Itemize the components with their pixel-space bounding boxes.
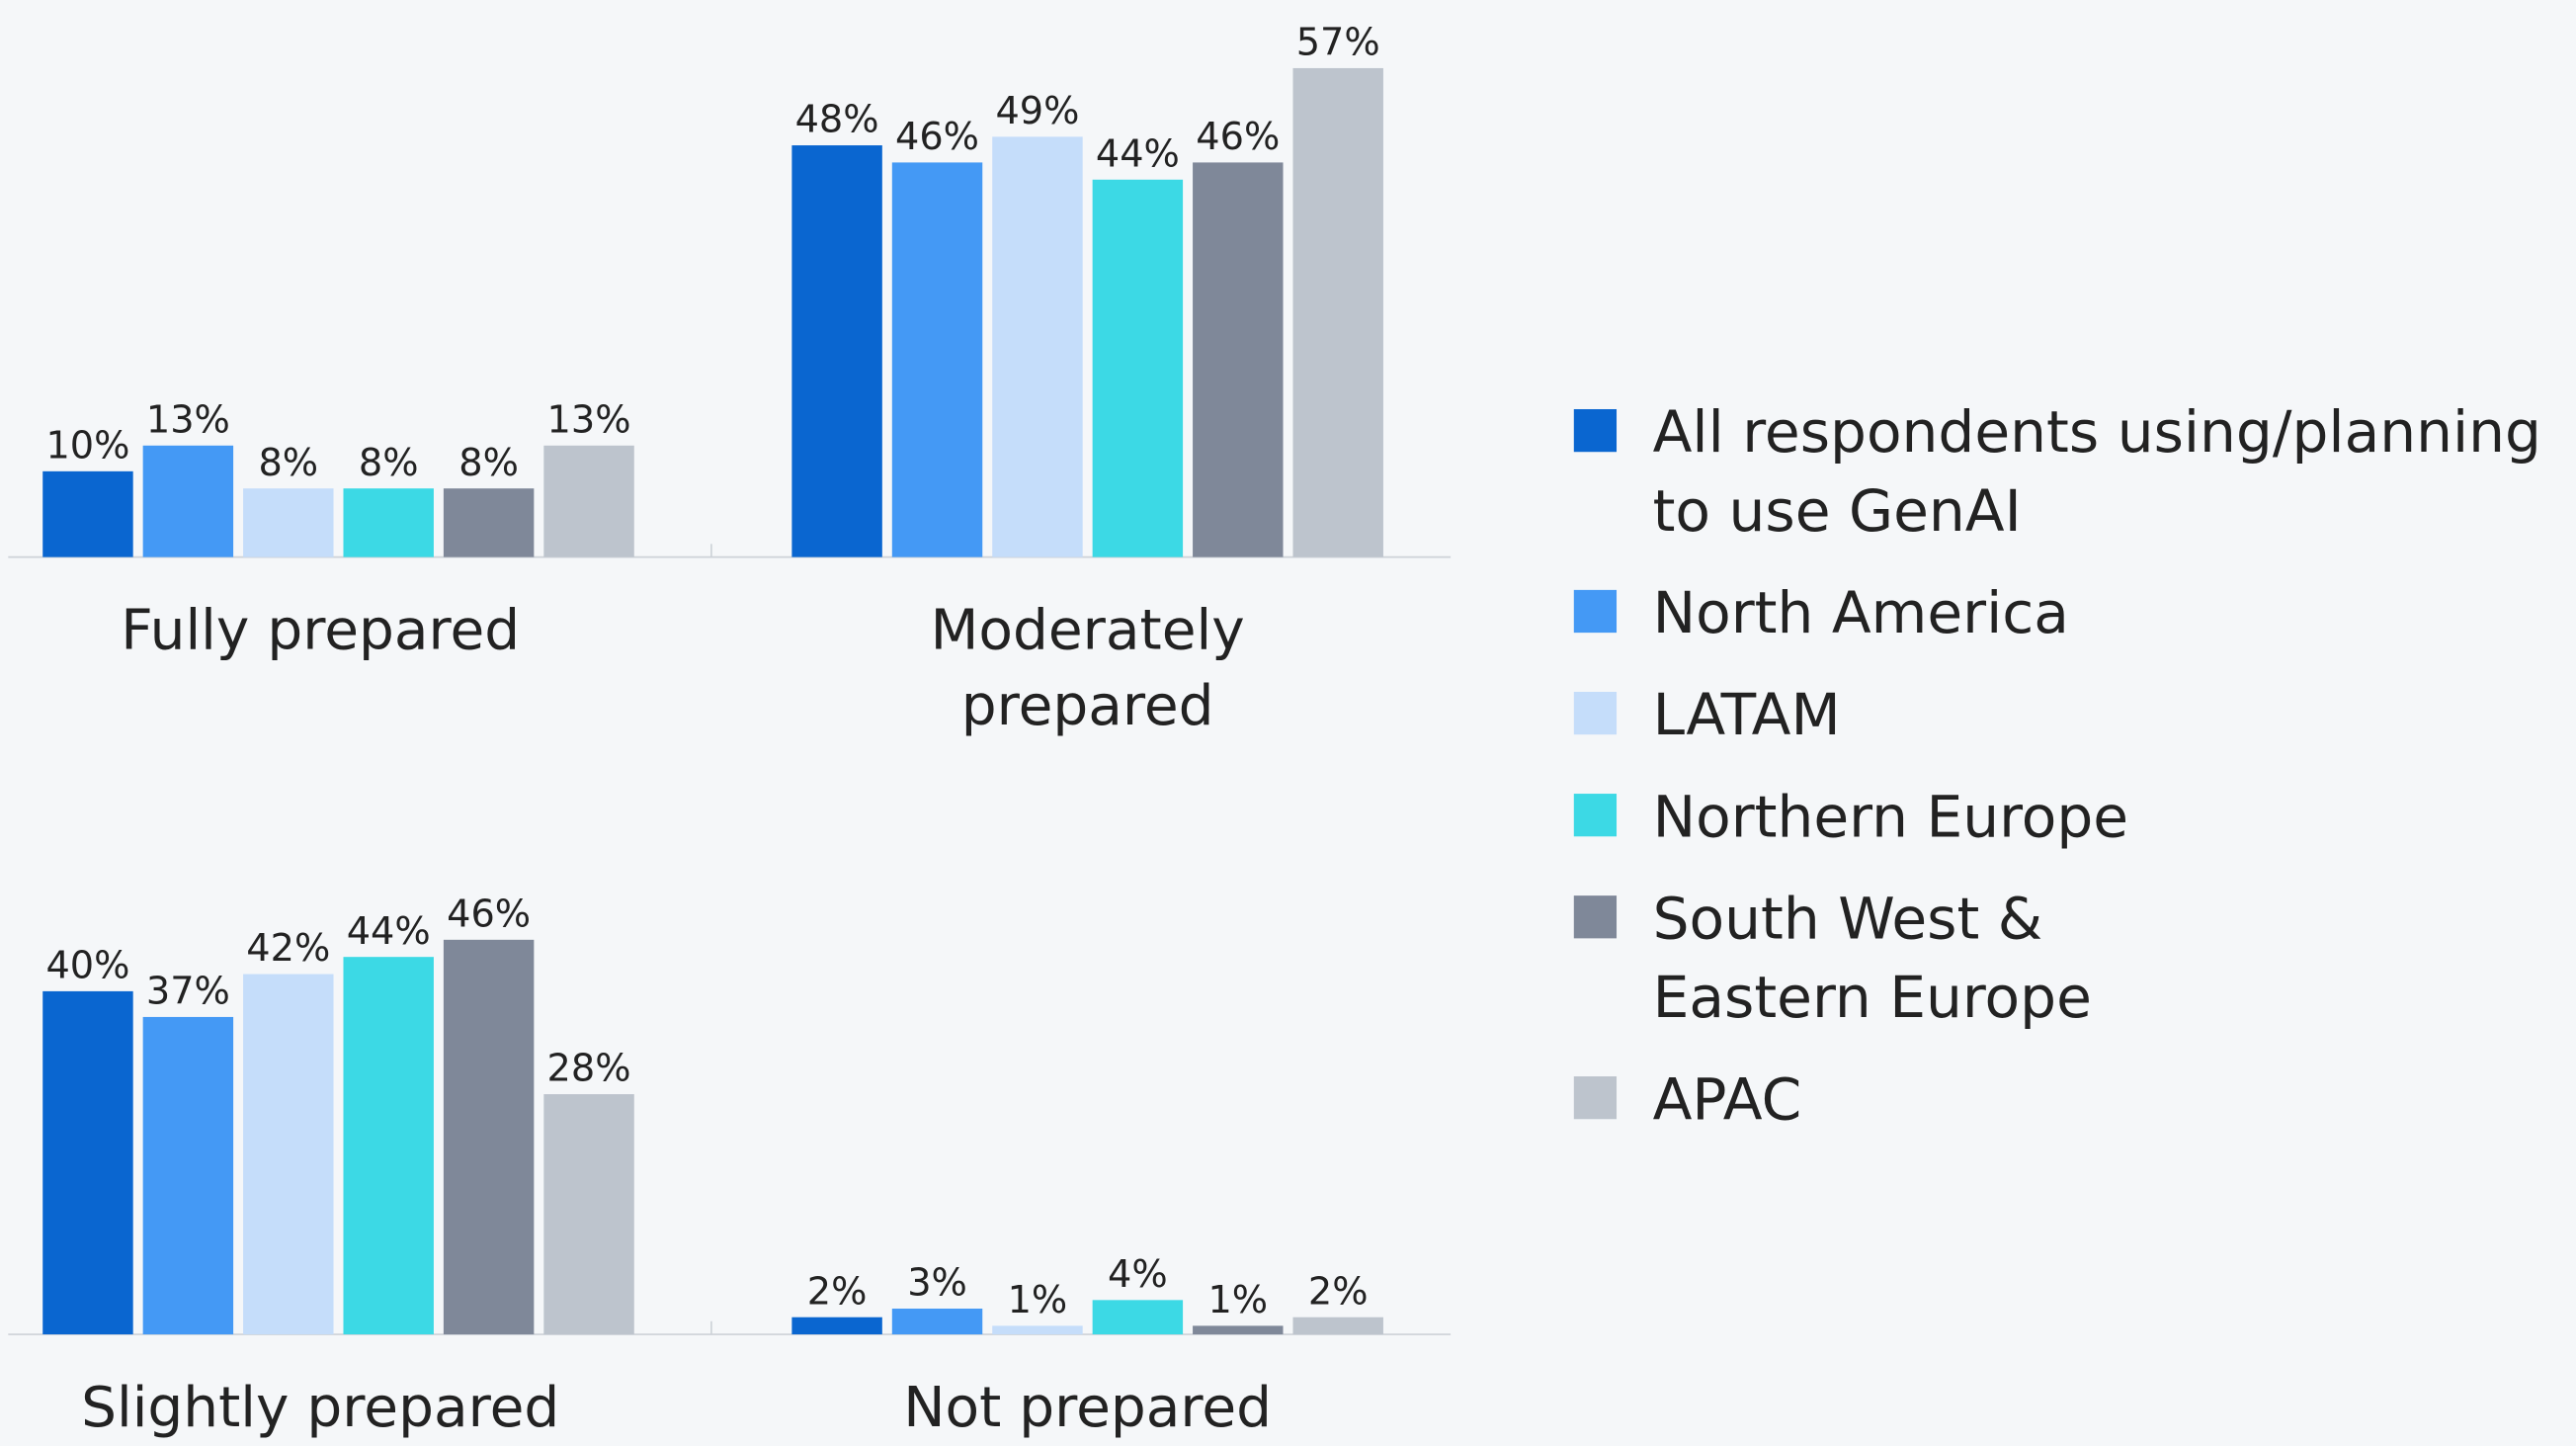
legend-label: LATAM xyxy=(1652,683,1841,750)
value-label: 10% xyxy=(45,425,129,468)
category-label: Slightly prepared xyxy=(81,1375,560,1442)
legend-swatch xyxy=(1573,589,1618,634)
bar xyxy=(891,162,983,557)
bar xyxy=(343,488,434,557)
value-label: 8% xyxy=(359,442,419,485)
legend-label: North America xyxy=(1652,581,2069,648)
legend-item: Northern Europe xyxy=(1573,779,2576,858)
bar xyxy=(791,1317,882,1335)
value-label: 42% xyxy=(246,927,330,971)
bar xyxy=(243,974,334,1335)
value-label: 57% xyxy=(1296,22,1380,65)
bar xyxy=(1092,179,1184,557)
bar xyxy=(1193,1325,1284,1335)
legend-label: APAC xyxy=(1652,1067,1802,1135)
category-label: Fully prepared xyxy=(121,598,521,664)
bar xyxy=(543,1094,634,1335)
value-label: 2% xyxy=(807,1270,868,1314)
bar xyxy=(142,445,234,557)
legend-item: LATAM xyxy=(1573,677,2576,756)
value-label: 46% xyxy=(895,116,979,159)
bar xyxy=(791,145,882,557)
value-label: 13% xyxy=(547,399,631,443)
legend-swatch xyxy=(1573,691,1618,735)
bar xyxy=(1092,1300,1184,1335)
value-label: 28% xyxy=(547,1048,631,1091)
bar xyxy=(1193,162,1284,557)
bar xyxy=(343,957,434,1335)
value-label: 1% xyxy=(1008,1279,1068,1322)
bar xyxy=(243,488,334,557)
legend-swatch xyxy=(1573,794,1618,837)
bar xyxy=(142,1016,234,1335)
value-label: 49% xyxy=(995,90,1079,133)
legend: All respondents using/planning to use Ge… xyxy=(1573,394,2576,1163)
category-label: Moderately prepared xyxy=(930,598,1245,740)
value-label: 46% xyxy=(447,893,531,937)
value-label: 13% xyxy=(146,399,230,443)
value-label: 48% xyxy=(795,99,879,142)
value-label: 8% xyxy=(258,442,318,485)
bar xyxy=(443,488,535,557)
bar xyxy=(1292,1317,1383,1335)
value-label: 8% xyxy=(458,442,519,485)
bar xyxy=(992,136,1083,557)
value-label: 2% xyxy=(1308,1270,1369,1314)
legend-swatch xyxy=(1573,895,1618,939)
bar xyxy=(1292,67,1383,557)
legend-item: South West & Eastern Europe xyxy=(1573,881,2576,1039)
legend-item: North America xyxy=(1573,575,2576,654)
legend-item: All respondents using/planning to use Ge… xyxy=(1573,394,2576,553)
value-label: 3% xyxy=(907,1262,967,1306)
bar xyxy=(992,1325,1083,1335)
value-label: 44% xyxy=(1096,132,1180,176)
category-label: Not prepared xyxy=(903,1375,1273,1442)
legend-label: All respondents using/planning to use Ge… xyxy=(1652,400,2542,546)
legend-swatch xyxy=(1573,1076,1618,1120)
bar xyxy=(543,445,634,557)
legend-swatch xyxy=(1573,408,1618,453)
value-label: 37% xyxy=(146,971,230,1014)
value-label: 4% xyxy=(1108,1253,1168,1297)
bar xyxy=(891,1309,983,1335)
bar xyxy=(42,990,133,1335)
value-label: 46% xyxy=(1196,116,1280,159)
value-label: 40% xyxy=(45,945,129,988)
legend-label: Northern Europe xyxy=(1652,785,2129,852)
value-label: 1% xyxy=(1207,1279,1268,1322)
bar xyxy=(443,939,535,1335)
value-label: 44% xyxy=(347,910,431,954)
legend-item: APAC xyxy=(1573,1062,2576,1141)
bar xyxy=(42,470,133,557)
legend-label: South West & Eastern Europe xyxy=(1652,887,2092,1033)
